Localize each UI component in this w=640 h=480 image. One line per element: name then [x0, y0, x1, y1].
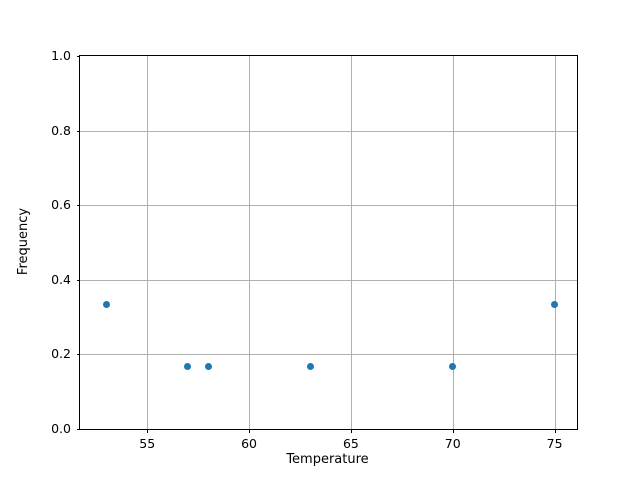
scatter-point [306, 363, 314, 371]
y-axis-label-text: Frequency [16, 207, 32, 276]
y-tick-label: 0.6 [51, 197, 71, 213]
gridline-vertical [350, 56, 352, 429]
gridline-vertical [249, 56, 251, 429]
gridline-horizontal [80, 354, 577, 356]
gridline-vertical [452, 56, 454, 429]
y-tick-label: 1.0 [51, 48, 71, 63]
x-tick-label: 70 [444, 436, 461, 451]
y-tick-mark [76, 279, 80, 281]
y-tick-label: 0.8 [51, 122, 71, 138]
x-tick-mark [147, 429, 149, 433]
x-tick-label: 75 [546, 436, 563, 451]
x-tick-label: 65 [342, 436, 359, 451]
scatter-point [184, 363, 192, 371]
gridline-horizontal [80, 205, 577, 207]
y-tick-mark [76, 205, 80, 207]
gridline-vertical [147, 56, 149, 429]
x-axis-label: Temperature [286, 452, 369, 467]
x-tick-mark [350, 429, 352, 433]
scatter-point [449, 363, 457, 371]
scatter-point [204, 363, 212, 371]
y-axis-label: Frequency [16, 55, 32, 428]
scatter-point [551, 301, 559, 309]
gridline-vertical [554, 56, 556, 429]
scatter-point [102, 301, 110, 309]
gridline-horizontal [80, 279, 577, 281]
x-tick-label: 60 [241, 436, 257, 451]
plot-axes: 55 60 65 70 75 0.0 0.2 0.4 0.6 0.8 1.0 [51, 49, 578, 451]
x-tick-mark [452, 429, 454, 433]
y-tick-mark [76, 56, 80, 57]
y-tick-mark [76, 429, 80, 430]
x-tick-label: 55 [139, 436, 156, 451]
x-tick-mark [554, 429, 556, 433]
y-tick-label: 0.4 [51, 271, 71, 287]
x-tick-mark [249, 429, 251, 433]
gridline-horizontal [80, 130, 577, 132]
y-tick-label: 0.0 [51, 421, 71, 436]
y-tick-mark [76, 354, 80, 356]
y-tick-label: 0.2 [51, 346, 71, 362]
y-tick-mark [76, 130, 80, 132]
